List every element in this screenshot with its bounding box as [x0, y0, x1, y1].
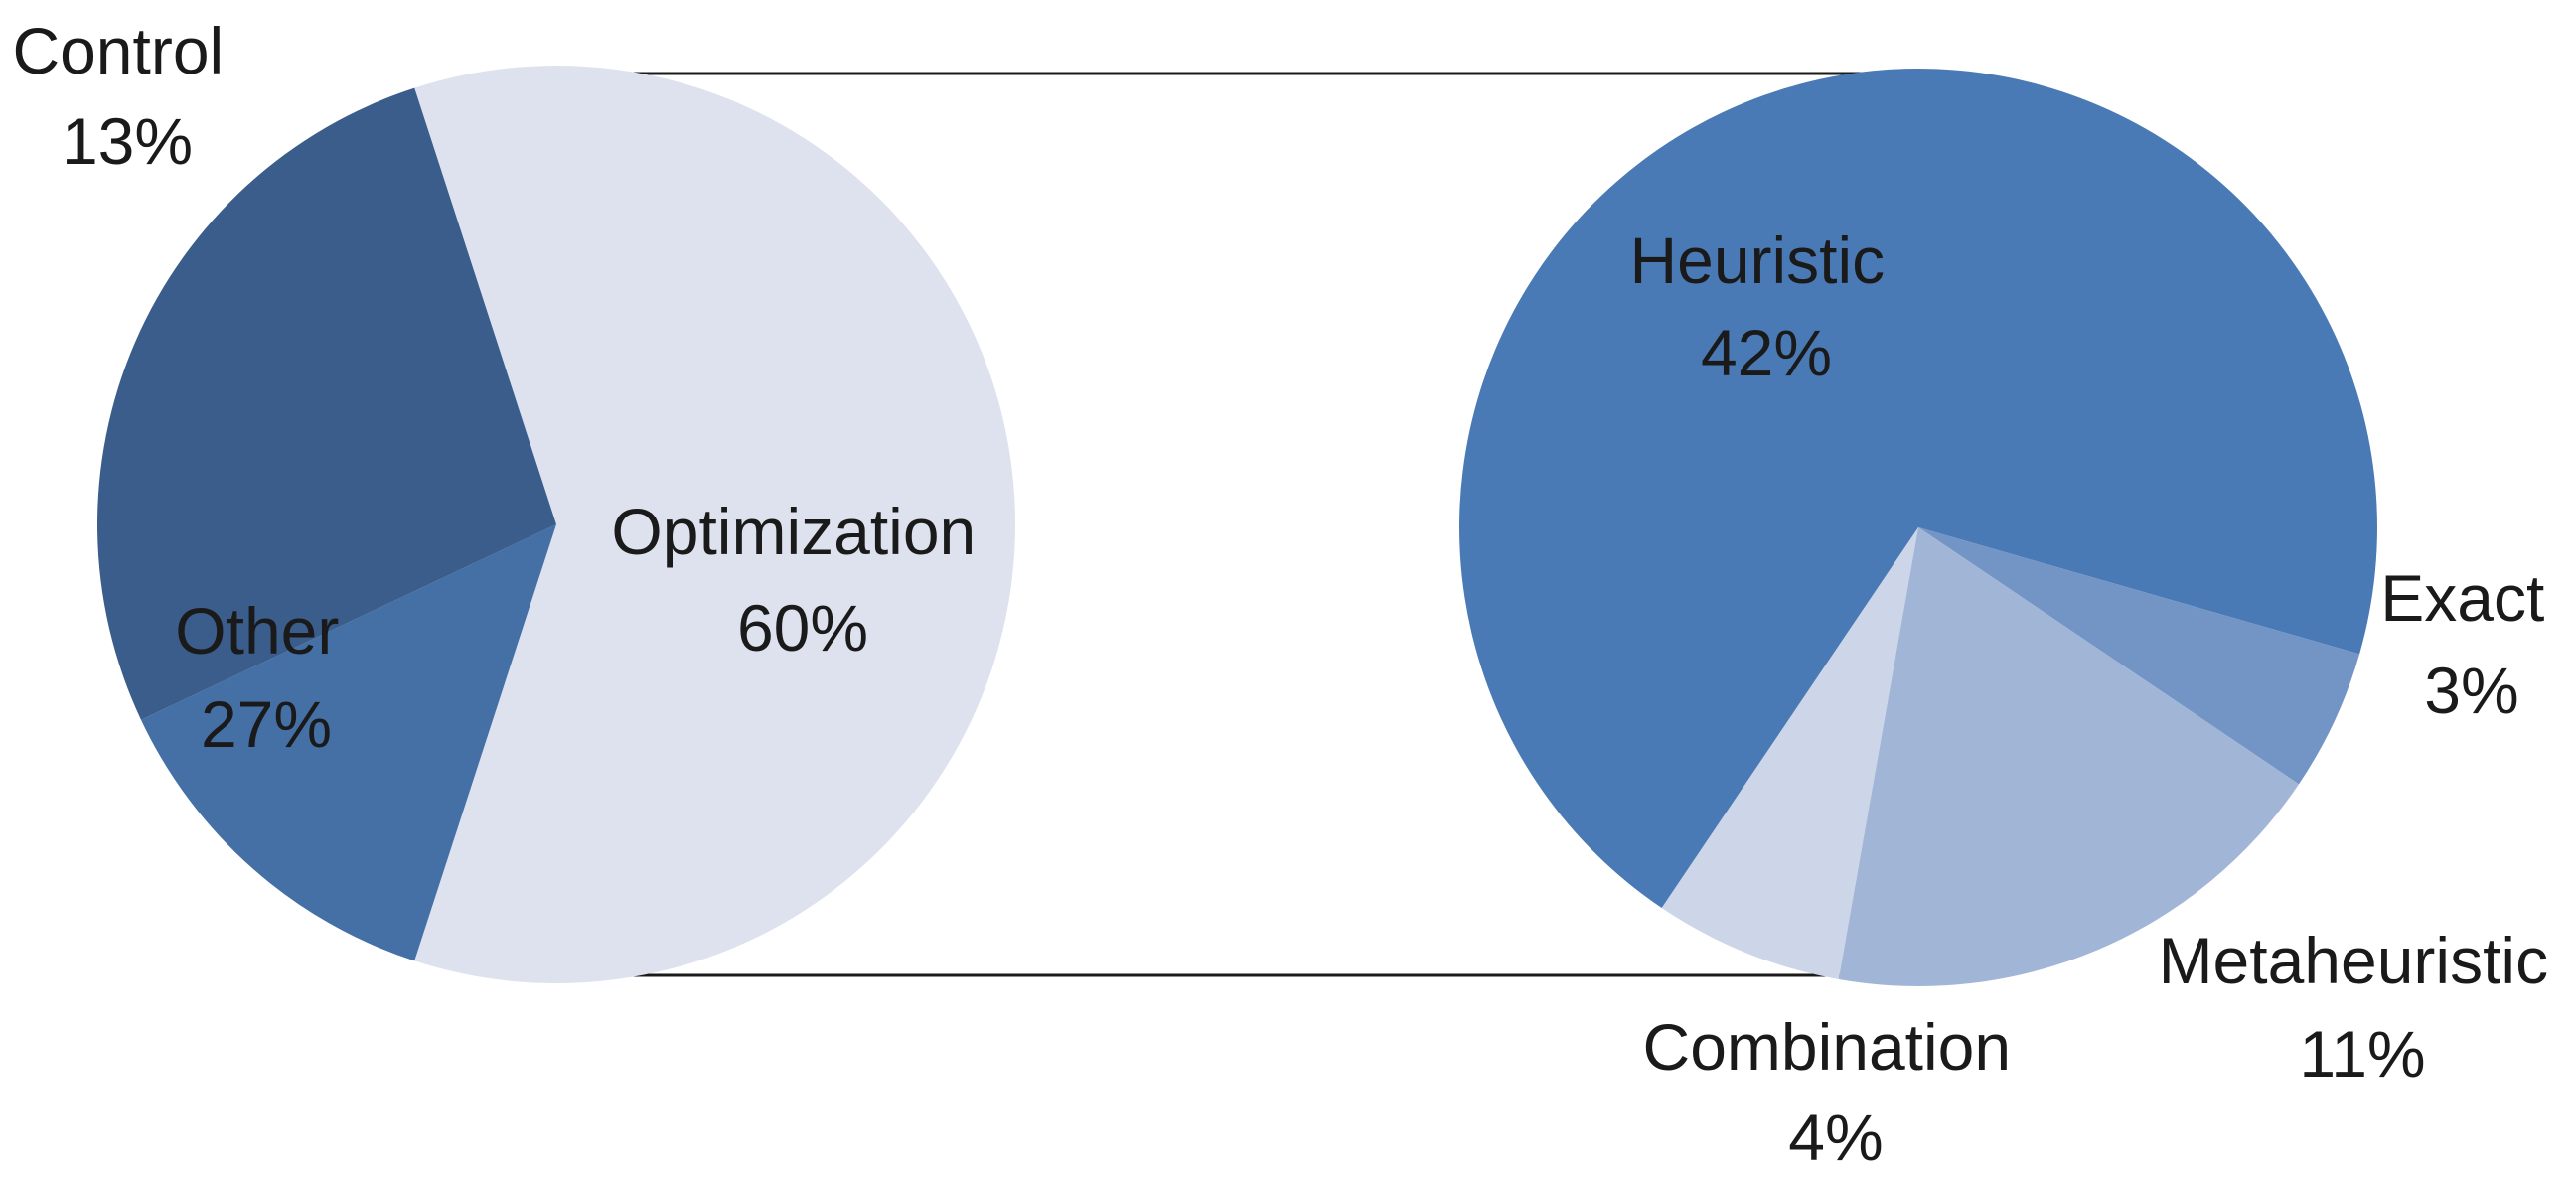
- slice-optimization: [414, 66, 1015, 983]
- slice-heuristic: [1458, 68, 2377, 909]
- slice-control: [140, 524, 556, 961]
- label-heuristic: Heuristic 42%: [1629, 223, 1902, 389]
- slice-metaheuristic: [1838, 527, 2300, 987]
- pie-main: [96, 66, 1015, 983]
- label-exact: Exact 3%: [2380, 561, 2562, 727]
- label-combination: Combination 4%: [1643, 1010, 2030, 1174]
- slice-labels: Optimization 60% Control 13% Other 27% H…: [12, 14, 2567, 1174]
- slice-other: [96, 87, 556, 720]
- label-optimization: Optimization 60%: [611, 495, 993, 665]
- slice-combination: [1661, 527, 1918, 979]
- label-metaheuristic: Metaheuristic 11%: [2159, 924, 2567, 1091]
- pie-breakdown: [1458, 68, 2377, 987]
- label-control: Control 13%: [12, 14, 241, 178]
- label-other: Other 27%: [175, 594, 357, 761]
- slice-exact: [1918, 527, 2360, 785]
- connector-lines: [556, 72, 1918, 977]
